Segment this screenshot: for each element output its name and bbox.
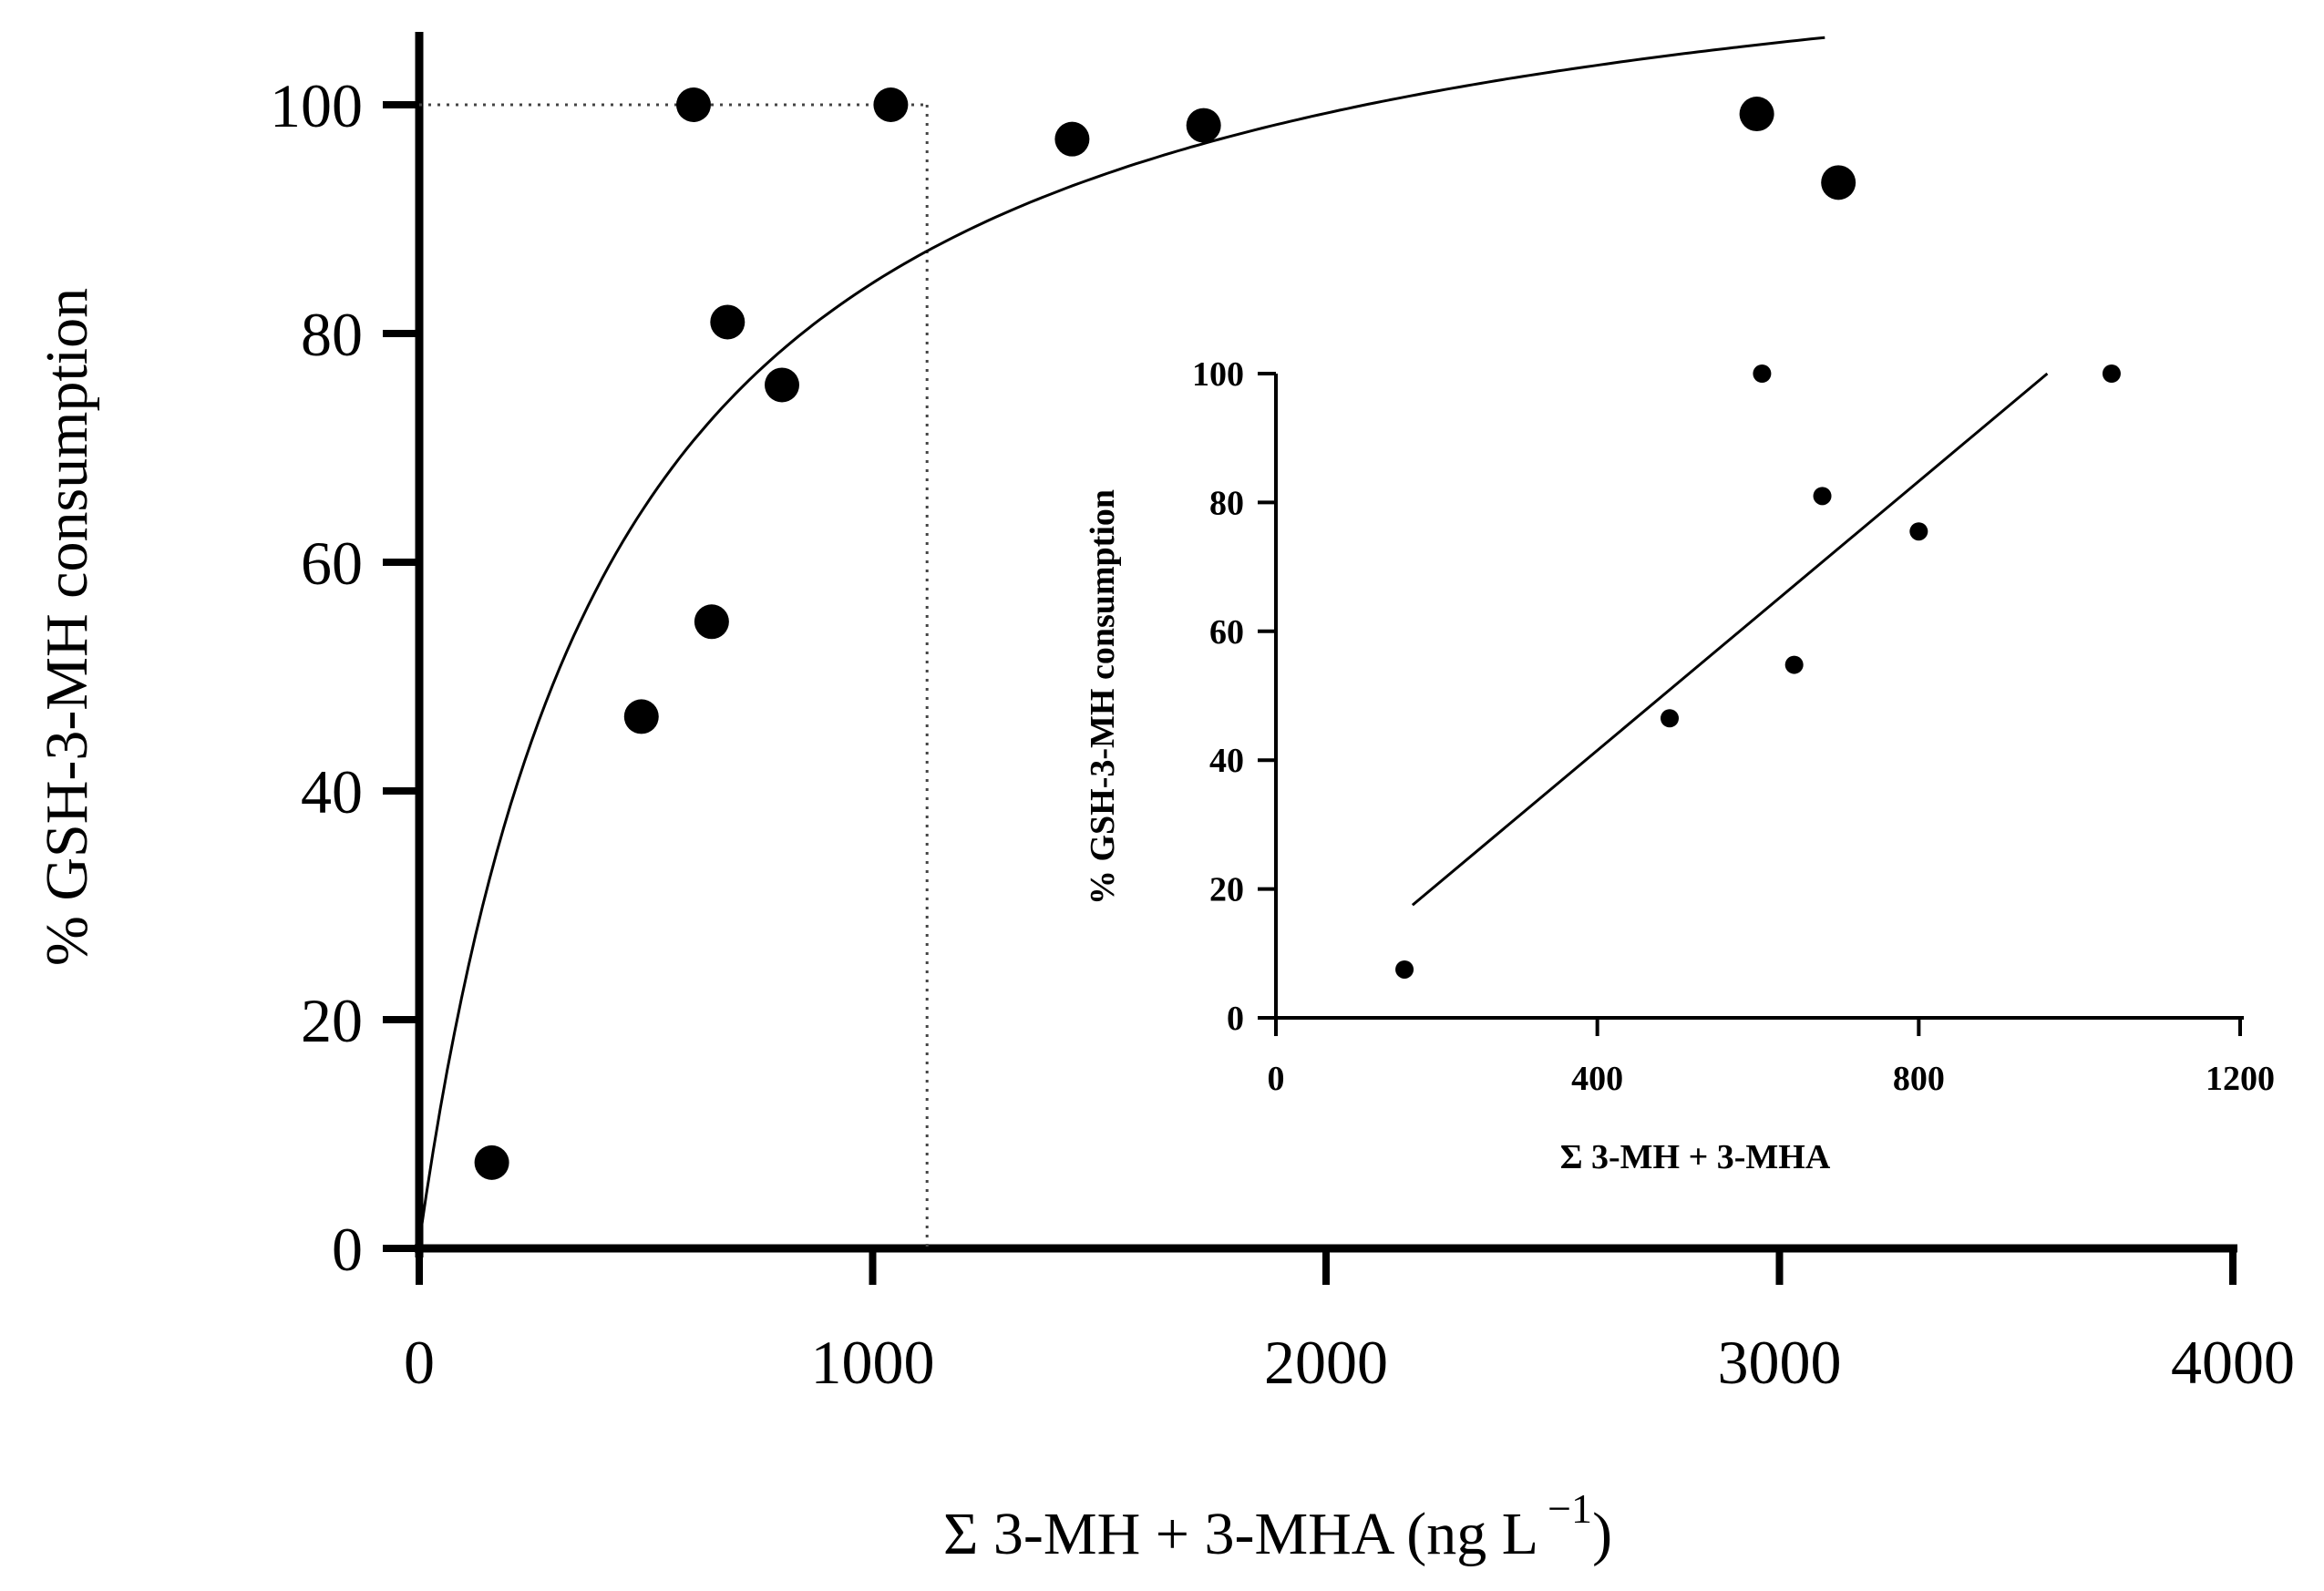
main-y-tick-label: 0 (332, 1215, 363, 1284)
inset-y-tick-label: 100 (1192, 355, 1244, 394)
inset-data-point (1813, 487, 1832, 506)
inset-chart: 0 400 800 1200 0 20 40 60 80 100 Σ 3-MH + 3-MHA %… (1084, 355, 2275, 1176)
main-x-axis-label-superscript: −1 (1548, 1485, 1592, 1532)
inset-y-tick-label: 0 (1227, 1000, 1244, 1038)
main-data-point (623, 699, 659, 734)
inset-data-points (1395, 364, 2121, 979)
inset-x-tick-label: 0 (1268, 1060, 1285, 1098)
inset-y-tick-label: 40 (1209, 742, 1244, 780)
inset-fit-line (1411, 372, 2049, 907)
main-data-point (675, 87, 711, 122)
main-fit-path (417, 36, 1825, 1243)
main-reference-lines (419, 103, 929, 1248)
inset-y-axis-label: % GSH-3-MH consumption (1084, 489, 1122, 905)
main-data-point (765, 367, 799, 403)
inset-x-tick-label: 800 (1893, 1060, 1945, 1098)
main-data-point (1186, 108, 1221, 143)
main-y-tick-label: 100 (270, 71, 363, 140)
main-x-axis-label: Σ 3-MH + 3-MHA (ng L −1) (943, 1485, 1612, 1567)
inset-data-point (1661, 709, 1680, 728)
main-x-tick-label: 0 (404, 1328, 435, 1397)
inset-y-tick-label: 20 (1209, 871, 1244, 909)
main-y-axis-label: % GSH-3-MH consumption (34, 288, 100, 966)
main-data-point (1821, 165, 1856, 200)
inset-data-point (1909, 522, 1928, 541)
main-data-point (694, 604, 729, 640)
main-data-point (474, 1144, 509, 1180)
main-x-tick-label: 3000 (1718, 1328, 1842, 1397)
main-data-point (1739, 97, 1774, 132)
main-fit-curve (417, 36, 1825, 1243)
main-data-point (873, 87, 909, 122)
inset-x-axis-label: Σ 3-MH + 3-MHA (1560, 1138, 1831, 1176)
main-data-point (710, 304, 746, 340)
inset-data-point (2102, 364, 2121, 383)
inset-ticks: 0 400 800 1200 0 20 40 60 80 100 (1192, 355, 2275, 1098)
main-x-tick-label: 2000 (1264, 1328, 1388, 1397)
main-data-points (474, 87, 1856, 1180)
main-x-tick-label: 1000 (811, 1328, 935, 1397)
inset-y-tick-label: 60 (1209, 613, 1244, 652)
inset-data-point (1784, 655, 1804, 674)
inset-x-tick-label: 400 (1571, 1060, 1623, 1098)
inset-data-point (1395, 960, 1414, 979)
inset-y-tick-label: 80 (1209, 484, 1244, 522)
inset-x-tick-label: 1200 (2206, 1060, 2275, 1098)
main-y-tick-label: 60 (301, 529, 363, 598)
main-y-tick-label: 80 (301, 300, 363, 369)
main-data-point (1054, 121, 1090, 157)
inset-fit-path (1411, 372, 2049, 907)
inset-data-point (1753, 364, 1772, 383)
main-y-tick-label: 40 (301, 757, 363, 826)
main-y-tick-label: 20 (301, 986, 363, 1055)
main-x-tick-label: 4000 (2171, 1328, 2295, 1397)
